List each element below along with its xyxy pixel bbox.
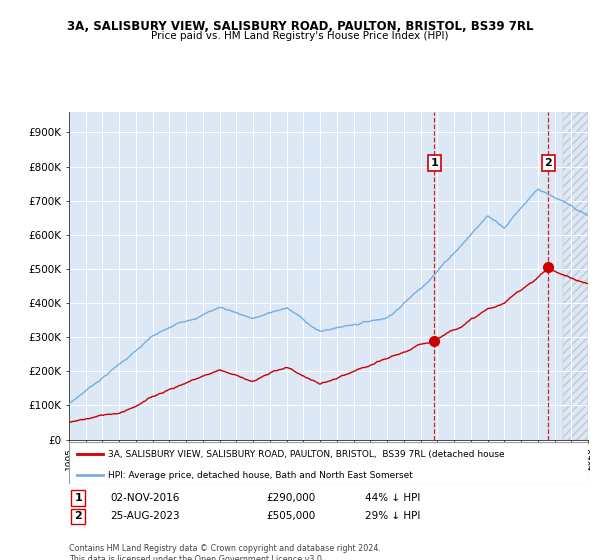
Text: 1: 1 — [74, 493, 82, 503]
Text: 02-NOV-2016: 02-NOV-2016 — [110, 493, 180, 503]
Text: 1: 1 — [431, 158, 439, 168]
Text: 3A, SALISBURY VIEW, SALISBURY ROAD, PAULTON, BRISTOL,  BS39 7RL (detached house: 3A, SALISBURY VIEW, SALISBURY ROAD, PAUL… — [108, 450, 505, 459]
Text: 44% ↓ HPI: 44% ↓ HPI — [365, 493, 420, 503]
Text: 25-AUG-2023: 25-AUG-2023 — [110, 511, 180, 521]
Text: 3A, SALISBURY VIEW, SALISBURY ROAD, PAULTON, BRISTOL, BS39 7RL: 3A, SALISBURY VIEW, SALISBURY ROAD, PAUL… — [67, 20, 533, 32]
Text: 2: 2 — [545, 158, 553, 168]
Text: HPI: Average price, detached house, Bath and North East Somerset: HPI: Average price, detached house, Bath… — [108, 470, 413, 480]
Text: 2: 2 — [74, 511, 82, 521]
Text: £290,000: £290,000 — [266, 493, 316, 503]
Text: 29% ↓ HPI: 29% ↓ HPI — [365, 511, 420, 521]
FancyBboxPatch shape — [69, 442, 588, 484]
Text: £505,000: £505,000 — [266, 511, 316, 521]
Text: Price paid vs. HM Land Registry's House Price Index (HPI): Price paid vs. HM Land Registry's House … — [151, 31, 449, 41]
Text: Contains HM Land Registry data © Crown copyright and database right 2024.
This d: Contains HM Land Registry data © Crown c… — [69, 544, 381, 560]
